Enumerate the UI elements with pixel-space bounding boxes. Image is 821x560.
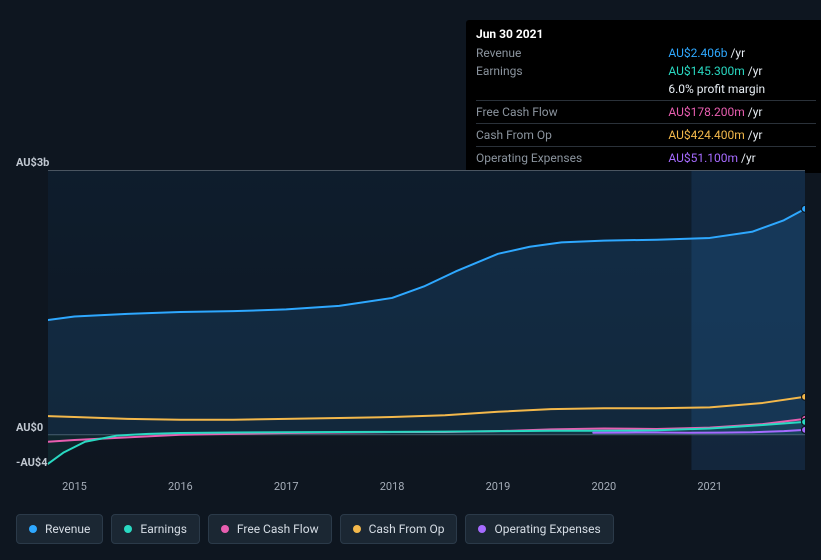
tooltip-date: Jun 30 2021: [476, 26, 816, 42]
tooltip-row-label: Cash From Op: [476, 124, 668, 147]
tooltip-row-value: AU$2.406b /yr: [668, 44, 816, 62]
legend-dot-icon: [29, 525, 37, 533]
x-axis-label: 2015: [62, 480, 87, 493]
x-axis-label: 2020: [591, 480, 616, 493]
legend-label: Earnings: [140, 522, 187, 536]
x-axis-label: 2021: [697, 480, 722, 493]
x-axis-label: 2016: [168, 480, 193, 493]
tooltip-row-value: AU$424.400m /yr: [668, 124, 816, 147]
x-axis-label: 2018: [380, 480, 405, 493]
tooltip-row-label: Earnings: [476, 62, 668, 80]
tooltip-row-label: [476, 80, 668, 101]
legend-item-revenue[interactable]: Revenue: [16, 514, 103, 544]
tooltip-table: RevenueAU$2.406b /yrEarningsAU$145.300m …: [476, 44, 816, 167]
tooltip-row-label: Free Cash Flow: [476, 101, 668, 124]
legend-label: Operating Expenses: [494, 522, 600, 536]
hover-tooltip: Jun 30 2021 RevenueAU$2.406b /yrEarnings…: [466, 20, 821, 173]
legend-item-fcf[interactable]: Free Cash Flow: [208, 514, 332, 544]
tooltip-row-value: 6.0% profit margin: [668, 80, 816, 101]
legend-label: Free Cash Flow: [237, 522, 319, 536]
legend-label: Cash From Op: [369, 522, 445, 536]
tooltip-row-label: Revenue: [476, 44, 668, 62]
legend-item-cfo[interactable]: Cash From Op: [340, 514, 458, 544]
legend: Revenue Earnings Free Cash Flow Cash From O…: [16, 514, 614, 544]
plot-area[interactable]: [48, 170, 805, 470]
legend-dot-icon: [478, 525, 486, 533]
tooltip-row-value: AU$51.100m /yr: [668, 147, 816, 168]
x-axis-label: 2019: [486, 480, 511, 493]
tooltip-row-value: AU$145.300m /yr: [668, 62, 816, 80]
legend-label: Revenue: [45, 522, 90, 536]
earnings-revenue-chart: AU$3bAU$0-AU$400m 2015201620172018201920…: [16, 170, 805, 470]
legend-item-earnings[interactable]: Earnings: [111, 514, 200, 544]
x-axis-label: 2017: [274, 480, 299, 493]
legend-item-opex[interactable]: Operating Expenses: [465, 514, 613, 544]
legend-dot-icon: [353, 525, 361, 533]
tooltip-row-label: Operating Expenses: [476, 147, 668, 168]
y-axis-label: AU$3b: [16, 156, 76, 169]
legend-dot-icon: [221, 525, 229, 533]
legend-dot-icon: [124, 525, 132, 533]
tooltip-row-value: AU$178.200m /yr: [668, 101, 816, 124]
chart-svg: [48, 170, 805, 470]
